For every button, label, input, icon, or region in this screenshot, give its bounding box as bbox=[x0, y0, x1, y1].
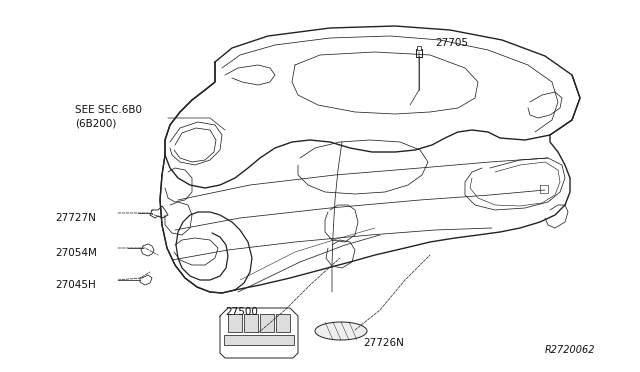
Bar bbox=[228, 314, 242, 332]
Text: (6B200): (6B200) bbox=[75, 118, 116, 128]
Text: 27054M: 27054M bbox=[55, 248, 97, 258]
Bar bbox=[224, 335, 294, 345]
Text: SEE SEC.6B0: SEE SEC.6B0 bbox=[75, 105, 142, 115]
Text: 27500: 27500 bbox=[225, 307, 258, 317]
Text: R2720062: R2720062 bbox=[545, 345, 595, 355]
Bar bbox=[244, 314, 258, 332]
Text: 27727N: 27727N bbox=[55, 213, 96, 223]
Bar bbox=[416, 49, 422, 57]
Ellipse shape bbox=[315, 322, 367, 340]
Text: 27726N: 27726N bbox=[363, 338, 404, 348]
Bar bbox=[417, 46, 421, 50]
Bar bbox=[276, 314, 290, 332]
Text: 27705: 27705 bbox=[435, 38, 468, 48]
Bar bbox=[260, 314, 274, 332]
Text: 27045H: 27045H bbox=[55, 280, 96, 290]
